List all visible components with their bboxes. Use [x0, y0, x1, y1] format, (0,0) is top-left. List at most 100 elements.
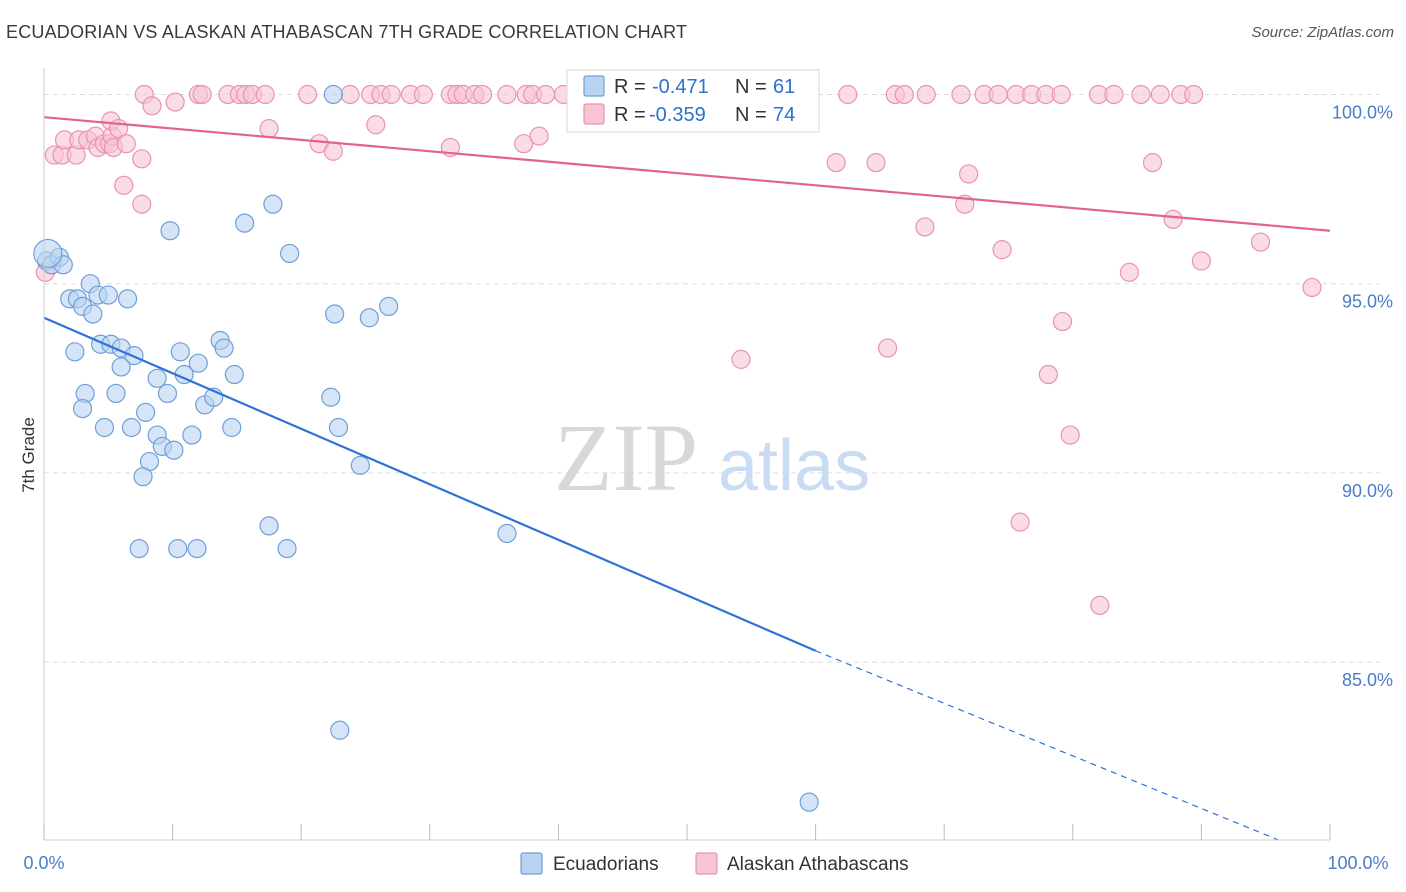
- point-ecuadorians-52: [497, 523, 517, 544]
- x-tick-label-1: 100.0%: [1327, 853, 1388, 873]
- point-alaskan-92: [1302, 277, 1322, 298]
- legend-swatch-ecuadorians: [520, 852, 543, 875]
- watermark: ZIP atlas: [554, 404, 870, 511]
- point-alaskan-67: [988, 84, 1008, 105]
- point-alaskan-65: [959, 164, 979, 184]
- trend-layer: [43, 116, 1331, 841]
- axis-layer: 85.0% 90.0% 95.0% 100.0% 0.0% 100.0% 7th Grade: [19, 68, 1393, 873]
- y-tick-label-1: 90.0%: [1342, 481, 1393, 501]
- legend-label-alaskan: Alaskan Athabascans: [727, 854, 909, 875]
- point-ecuadorians-21: [157, 383, 178, 404]
- point-alaskan-74: [1131, 84, 1151, 105]
- point-alaskan-59: [866, 153, 886, 173]
- point-ecuadorians-47: [325, 304, 345, 324]
- point-ecuadorians-27: [224, 364, 244, 385]
- point-alaskan-33: [340, 84, 360, 105]
- point-alaskan-77: [1184, 84, 1204, 105]
- point-alaskan-90: [1191, 251, 1212, 271]
- point-ecuadorians-32: [94, 417, 115, 438]
- trend-line-alaskan: [43, 116, 1331, 232]
- stats-r-label-alaskan: R =: [614, 104, 646, 126]
- y-axis-title: 7th Grade: [19, 417, 38, 493]
- point-alaskan-30: [298, 84, 318, 105]
- point-ecuadorians-43: [187, 539, 207, 559]
- point-alaskan-88: [1142, 153, 1163, 173]
- stats-legend-frame: [566, 69, 820, 133]
- point-ecuadorians-8: [83, 304, 103, 324]
- stats-n-value-ecuadorians: 61: [773, 76, 795, 98]
- point-alaskan-50: [529, 126, 549, 146]
- point-ecuadorians-44: [259, 516, 279, 536]
- x-tick-label-0: 0.0%: [23, 853, 64, 873]
- point-alaskan-61: [894, 84, 914, 105]
- point-ecuadorians-60: [33, 238, 63, 269]
- point-alaskan-18: [132, 149, 152, 169]
- point-alaskan-37: [381, 84, 401, 105]
- point-ecuadorians-57: [323, 84, 343, 105]
- point-ecuadorians-41: [129, 539, 149, 559]
- point-ecuadorians-45: [277, 539, 297, 559]
- point-ecuadorians-49: [379, 296, 399, 317]
- point-alaskan-81: [992, 240, 1012, 260]
- point-ecuadorians-58: [330, 720, 350, 740]
- y-tick-label-0: 85.0%: [1342, 670, 1393, 690]
- point-ecuadorians-42: [168, 539, 188, 559]
- point-alaskan-35: [366, 115, 386, 135]
- point-alaskan-23: [192, 84, 212, 105]
- point-alaskan-78: [731, 349, 751, 369]
- point-ecuadorians-14: [65, 342, 85, 362]
- point-ecuadorians-59: [799, 792, 819, 812]
- point-alaskan-32: [323, 141, 343, 161]
- point-alaskan-15: [116, 134, 136, 154]
- point-alaskan-82: [1038, 364, 1058, 385]
- point-ecuadorians-31: [135, 402, 156, 422]
- stats-r-label-ecuadorians: R =: [614, 76, 646, 98]
- stats-legend-swatch-alaskan: [583, 103, 605, 125]
- point-ecuadorians-20: [147, 368, 167, 388]
- point-ecuadorians-30: [72, 398, 93, 419]
- point-alaskan-85: [1010, 512, 1030, 532]
- y-tick-label-2: 95.0%: [1342, 292, 1393, 312]
- point-alaskan-20: [142, 96, 162, 116]
- point-alaskan-63: [951, 84, 971, 105]
- point-ecuadorians-11: [117, 289, 138, 309]
- point-alaskan-57: [826, 153, 846, 173]
- point-alaskan-29: [259, 118, 279, 139]
- point-ecuadorians-37: [182, 425, 202, 445]
- chart-title: ECUADORIAN VS ALASKAN ATHABASCAN 7TH GRA…: [6, 22, 688, 42]
- point-ecuadorians-50: [328, 417, 349, 438]
- point-ecuadorians-53: [160, 221, 180, 241]
- legend-label-ecuadorians: Ecuadorians: [553, 854, 659, 875]
- point-alaskan-71: [1051, 84, 1071, 105]
- watermark-zip: ZIP: [554, 404, 698, 511]
- point-alaskan-44: [472, 84, 493, 105]
- point-ecuadorians-19: [106, 383, 126, 404]
- point-alaskan-80: [915, 217, 935, 237]
- point-alaskan-87: [1119, 262, 1139, 282]
- stats-r-value-alaskan: -0.359: [649, 104, 706, 126]
- point-alaskan-73: [1104, 84, 1124, 105]
- point-alaskan-49: [514, 134, 534, 154]
- point-alaskan-62: [916, 84, 936, 105]
- point-ecuadorians-22: [170, 342, 190, 362]
- point-ecuadorians-26: [214, 338, 234, 358]
- bottom-legend: Ecuadorians Alaskan Athabascans: [520, 852, 909, 875]
- stats-n-value-alaskan: 74: [773, 104, 795, 126]
- watermark-atlas: atlas: [718, 426, 870, 506]
- point-ecuadorians-36: [164, 440, 184, 460]
- points-layer: [33, 84, 1322, 812]
- point-ecuadorians-54: [235, 213, 255, 233]
- point-alaskan-86: [1090, 595, 1110, 615]
- point-ecuadorians-33: [121, 417, 142, 438]
- point-alaskan-17: [132, 194, 152, 214]
- point-alaskan-45: [497, 84, 517, 105]
- stats-legend-swatch-ecuadorians: [583, 75, 605, 97]
- chart-source: Source: ZipAtlas.com: [1251, 24, 1394, 41]
- point-alaskan-21: [165, 92, 185, 112]
- point-ecuadorians-40: [133, 467, 153, 487]
- point-ecuadorians-46: [321, 387, 341, 407]
- point-alaskan-39: [413, 84, 433, 105]
- point-alaskan-91: [1250, 232, 1271, 252]
- stats-n-label-alaskan: N =: [735, 104, 767, 126]
- legend-swatch-alaskan: [695, 852, 718, 875]
